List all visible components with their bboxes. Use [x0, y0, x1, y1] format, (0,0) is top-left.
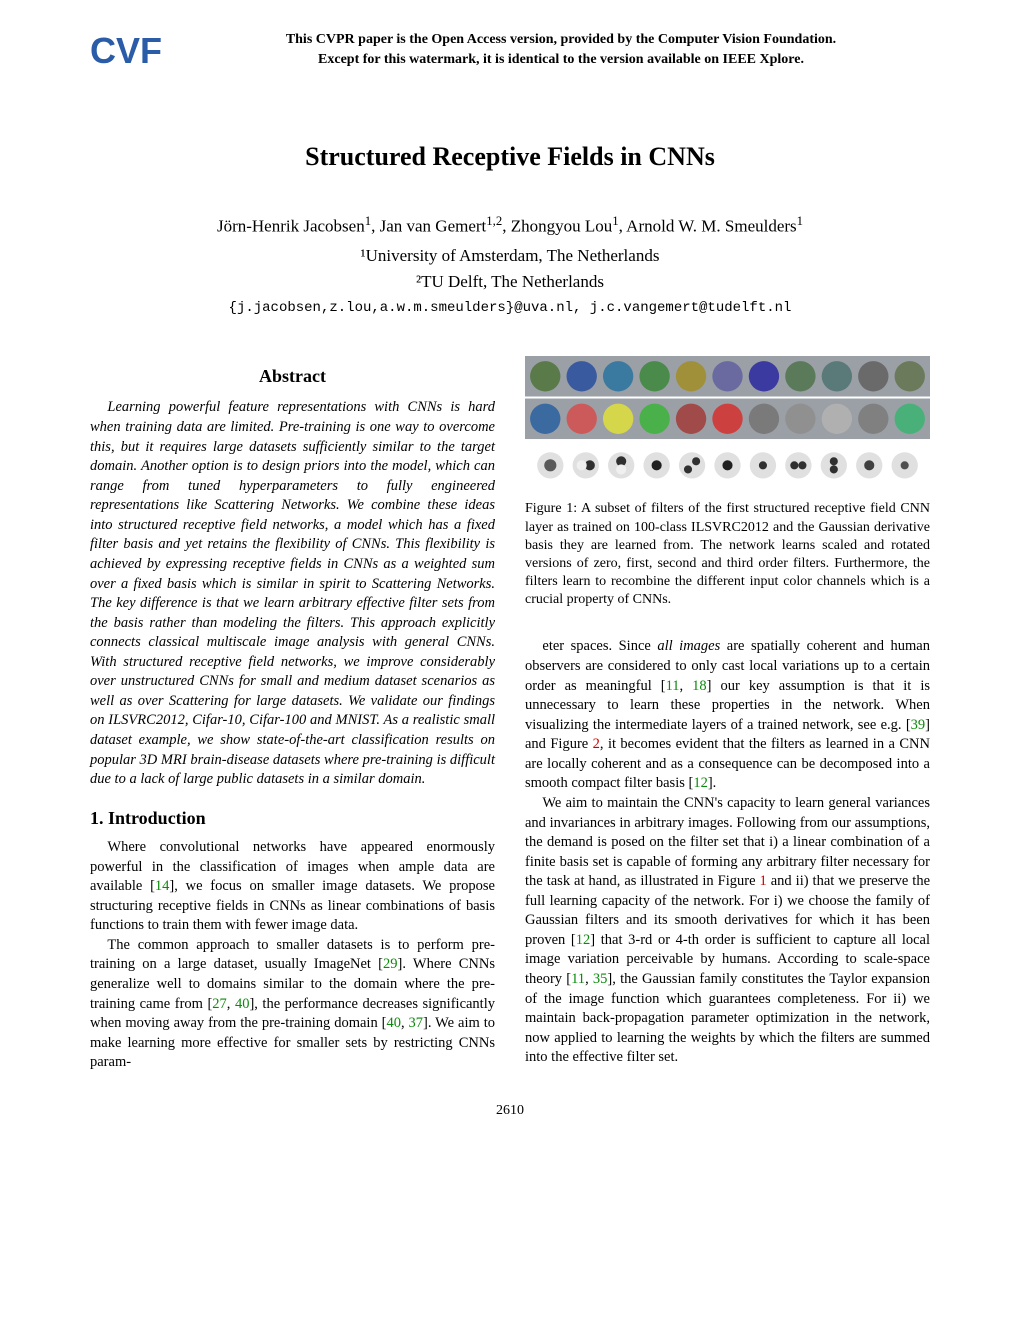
- header: CVF This CVPR paper is the Open Access v…: [90, 30, 930, 72]
- text: ,: [680, 678, 693, 694]
- figure-1-caption: Figure 1: A subset of filters of the fir…: [525, 500, 930, 609]
- figure-1-svg: [525, 356, 930, 488]
- watermark-line2: Except for this watermark, it is identic…: [318, 52, 804, 67]
- cvf-logo: CVF: [90, 30, 162, 72]
- figure-1: Figure 1: A subset of filters of the fir…: [525, 356, 930, 609]
- section-1-heading: 1. Introduction: [90, 806, 495, 830]
- cite-14: 14: [155, 878, 170, 894]
- intro-paragraph-2: The common approach to smaller datasets …: [90, 936, 495, 1073]
- text: ].: [708, 775, 716, 791]
- page-number: 2610: [90, 1103, 930, 1119]
- two-column-body: Abstract Learning powerful feature repre…: [90, 356, 930, 1073]
- left-column: Abstract Learning powerful feature repre…: [90, 356, 495, 1073]
- right-paragraph-2: We aim to maintain the CNN's capacity to…: [525, 794, 930, 1068]
- emph: all images: [657, 638, 720, 654]
- abstract-body: Learning powerful feature representation…: [90, 398, 495, 789]
- text: ,: [227, 996, 235, 1012]
- filter-row-3-basis: [537, 452, 918, 478]
- cite-11a: 11: [666, 678, 680, 694]
- affiliation-1: ¹University of Amsterdam, The Netherland…: [90, 243, 930, 269]
- cite-12b: 12: [576, 932, 591, 948]
- filter-row-1: [530, 361, 925, 391]
- abstract-heading: Abstract: [90, 364, 495, 388]
- cite-35: 35: [593, 971, 608, 987]
- cite-29: 29: [383, 956, 398, 972]
- cite-11b: 11: [571, 971, 585, 987]
- text: ,: [401, 1015, 409, 1031]
- figref-2: 2: [593, 736, 600, 752]
- figref-1: 1: [760, 873, 767, 889]
- filter-row-2: [530, 404, 925, 434]
- author-emails: {j.jacobsen,z.lou,a.w.m.smeulders}@uva.n…: [90, 300, 930, 316]
- affiliation-2: ²TU Delft, The Netherlands: [90, 269, 930, 295]
- cite-37: 37: [409, 1015, 424, 1031]
- cite-12a: 12: [693, 775, 708, 791]
- cite-40b: 40: [386, 1015, 401, 1031]
- right-paragraph-1: eter spaces. Since all images are spatia…: [525, 637, 930, 794]
- cite-27: 27: [212, 996, 227, 1012]
- cite-40a: 40: [235, 996, 250, 1012]
- watermark-line1: This CVPR paper is the Open Access versi…: [286, 32, 836, 47]
- text: ,: [585, 971, 593, 987]
- watermark-text: This CVPR paper is the Open Access versi…: [192, 30, 930, 69]
- right-column: Figure 1: A subset of filters of the fir…: [525, 356, 930, 1073]
- cite-18: 18: [692, 678, 707, 694]
- cite-39: 39: [911, 717, 926, 733]
- paper-title: Structured Receptive Fields in CNNs: [90, 142, 930, 172]
- authors: Jörn-Henrik Jacobsen1, Jan van Gemert1,2…: [90, 212, 930, 239]
- text: eter spaces. Since: [542, 638, 657, 654]
- paper-page: CVF This CVPR paper is the Open Access v…: [0, 0, 1020, 1149]
- intro-paragraph-1: Where convolutional networks have appear…: [90, 838, 495, 936]
